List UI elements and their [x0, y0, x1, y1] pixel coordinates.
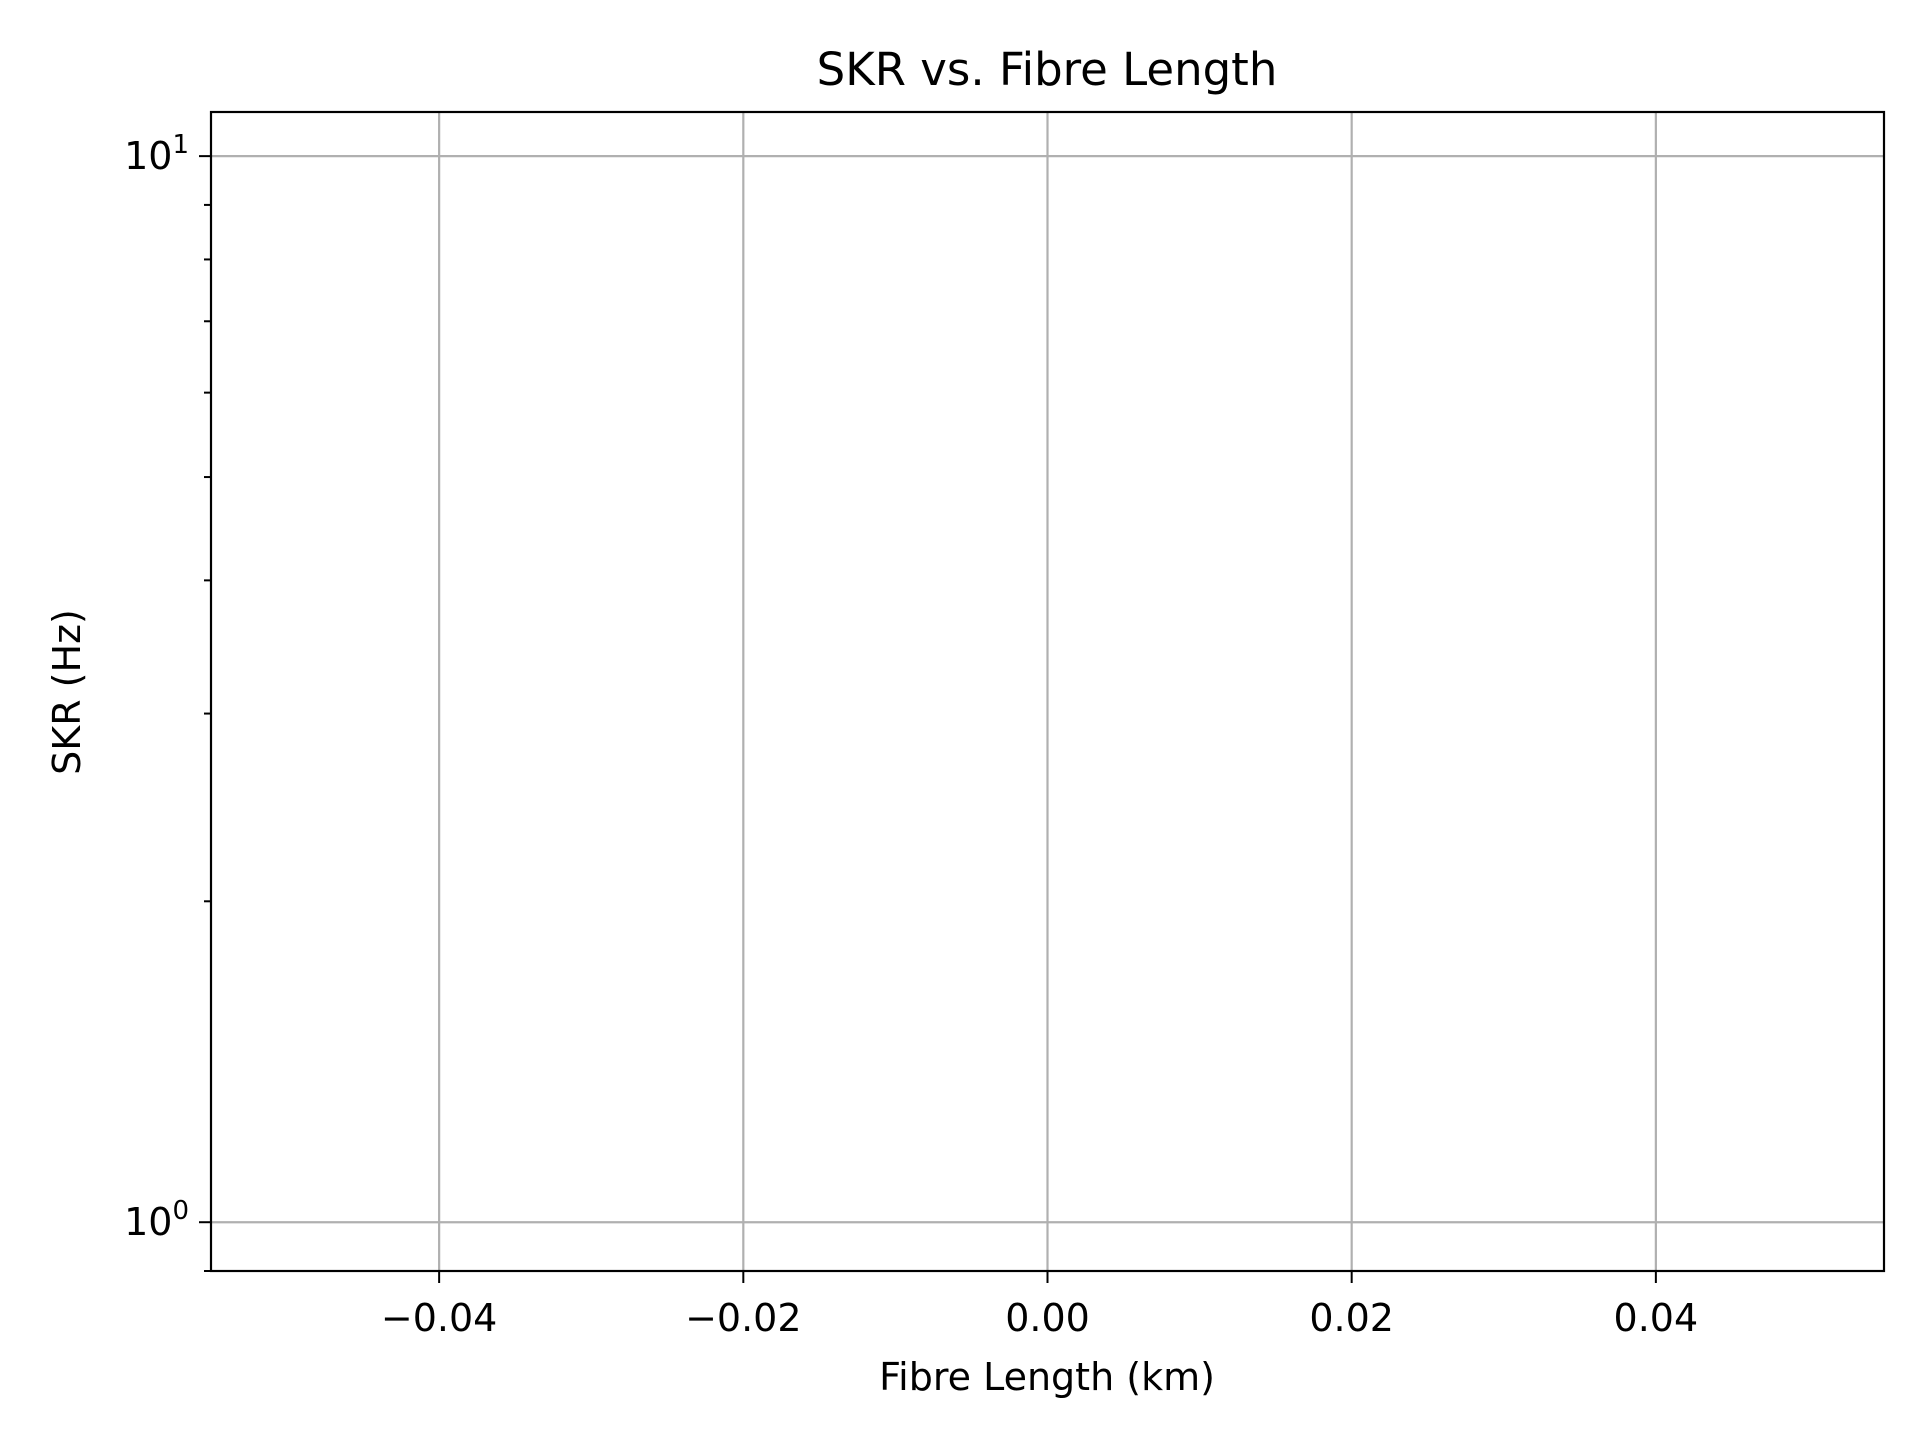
x-tick-label: 0.02	[1309, 1296, 1394, 1340]
x-tick-label: 0.00	[1005, 1296, 1090, 1340]
x-tick-label: 0.04	[1614, 1296, 1699, 1340]
x-tick-label: −0.02	[685, 1296, 801, 1340]
y-tick-label: 100	[124, 1196, 189, 1244]
y-axis-label: SKR (Hz)	[45, 609, 89, 775]
x-axis: −0.04 −0.02 0.00 0.02 0.04	[381, 1271, 1698, 1340]
y-tick-label: 101	[124, 130, 189, 178]
grid-layer	[211, 112, 1884, 1271]
y-axis: 100 101	[124, 130, 211, 1272]
x-axis-label: Fibre Length (km)	[879, 1355, 1215, 1399]
chart-title: SKR vs. Fibre Length	[817, 43, 1278, 96]
x-tick-label: −0.04	[381, 1296, 497, 1340]
